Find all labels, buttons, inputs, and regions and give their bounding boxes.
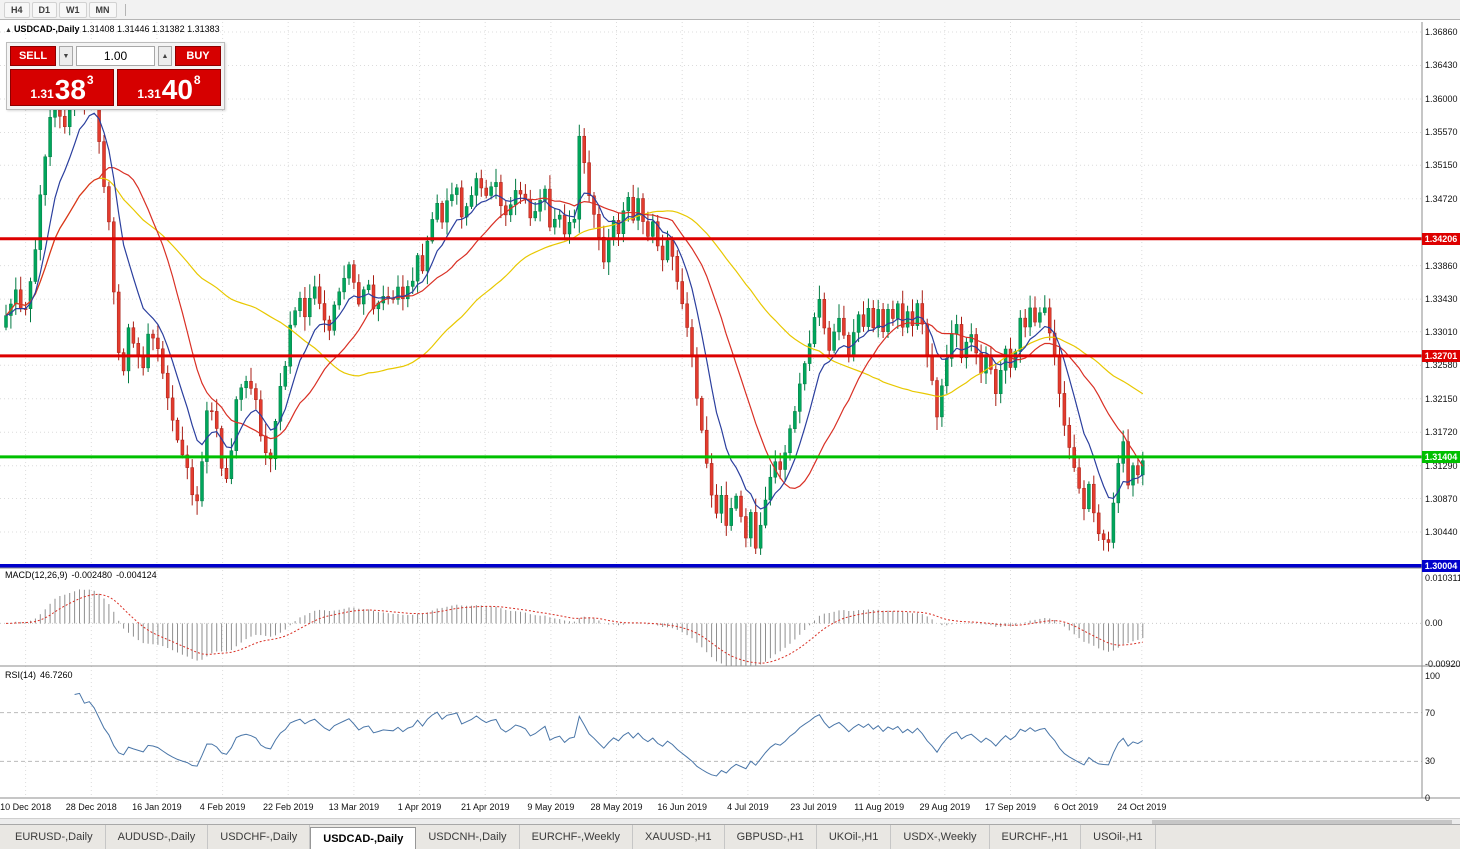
sell-price-pip: 3 bbox=[86, 73, 94, 87]
chart-symbol-period: USDCAD-,Daily bbox=[13, 24, 80, 34]
chart-expand-icon[interactable]: ▲ bbox=[5, 27, 12, 34]
date-axis-label: 13 Mar 2019 bbox=[328, 802, 380, 812]
macd-main-value: -0.002480 bbox=[71, 570, 113, 580]
chart-tab-usoil-h1[interactable]: USOil-,H1 bbox=[1081, 825, 1156, 849]
volume-decrement-button[interactable]: ▼ bbox=[59, 46, 73, 66]
date-axis-label: 24 Oct 2019 bbox=[1117, 802, 1167, 812]
chart-tab-usdcad-daily[interactable]: USDCAD-,Daily bbox=[310, 827, 417, 849]
macd-name: MACD(12,26,9) bbox=[5, 570, 68, 580]
chart-tab-usdcnh-daily[interactable]: USDCNH-,Daily bbox=[416, 825, 520, 849]
timeframe-button-w1[interactable]: W1 bbox=[59, 1, 87, 18]
date-axis-label: 9 May 2019 bbox=[527, 802, 575, 812]
sell-price-big: 38 bbox=[54, 74, 86, 106]
macd-signal-value: -0.004124 bbox=[116, 570, 157, 580]
date-axis-label: 17 Sep 2019 bbox=[984, 802, 1037, 812]
date-axis-label: 10 Dec 2018 bbox=[0, 802, 52, 812]
date-axis: 10 Dec 2018 28 Dec 2018 16 Jan 2019 4 Feb 2… bbox=[0, 798, 1422, 818]
chart-tab-usdchf-daily[interactable]: USDCHF-,Daily bbox=[208, 825, 311, 849]
buy-button[interactable]: BUY bbox=[175, 46, 221, 66]
macd-label: MACD(12,26,9) -0.002480 -0.004124 bbox=[5, 570, 161, 580]
chart-ohlc-values: 1.31408 1.31446 1.31382 1.31383 bbox=[81, 24, 220, 34]
chart-tab-eurchf-weekly[interactable]: EURCHF-,Weekly bbox=[520, 825, 633, 849]
chart-tab-xauusd-h1[interactable]: XAUUSD-,H1 bbox=[633, 825, 725, 849]
chart-tab-ukoil-h1[interactable]: UKOil-,H1 bbox=[817, 825, 892, 849]
sell-price-prefix: 1.31 bbox=[30, 87, 54, 101]
timeframe-toolbar: H4 D1 W1 MN bbox=[0, 0, 1460, 20]
buy-price-prefix: 1.31 bbox=[137, 87, 161, 101]
chart-canvas[interactable] bbox=[0, 21, 1460, 818]
date-axis-label: 23 Jul 2019 bbox=[790, 802, 837, 812]
chart-tab-gbpusd-h1[interactable]: GBPUSD-,H1 bbox=[725, 825, 817, 849]
trade-panel-price-row: 1.31 38 3 1.31 40 8 bbox=[10, 69, 221, 106]
sell-price-button[interactable]: 1.31 38 3 bbox=[10, 69, 114, 106]
date-axis-label: 16 Jun 2019 bbox=[657, 802, 707, 812]
volume-increment-button[interactable]: ▲ bbox=[158, 46, 172, 66]
horizontal-scrollbar[interactable] bbox=[0, 818, 1460, 824]
timeframe-button-h4[interactable]: H4 bbox=[4, 1, 30, 18]
timeframe-button-mn[interactable]: MN bbox=[88, 1, 117, 18]
date-axis-label: 11 Aug 2019 bbox=[854, 802, 905, 812]
toolbar-separator bbox=[124, 3, 126, 16]
rsi-label: RSI(14) 46.7260 bbox=[5, 670, 77, 680]
date-axis-label: 22 Feb 2019 bbox=[262, 802, 314, 812]
rsi-value: 46.7260 bbox=[40, 670, 73, 680]
date-axis-label: 4 Jul 2019 bbox=[727, 802, 769, 812]
timeframe-button-d1[interactable]: D1 bbox=[31, 1, 58, 18]
date-axis-label: 28 Dec 2018 bbox=[65, 802, 117, 812]
rsi-name: RSI(14) bbox=[5, 670, 37, 680]
volume-input[interactable] bbox=[76, 46, 155, 66]
date-axis-label: 21 Apr 2019 bbox=[460, 802, 510, 812]
chart-tab-eurusd-daily[interactable]: EURUSD-,Daily bbox=[3, 825, 106, 849]
chart-tab-bar: EURUSD-,Daily AUDUSD-,Daily USDCHF-,Daily U… bbox=[0, 824, 1460, 849]
trade-panel-top-row: SELL ▼ ▲ BUY bbox=[10, 46, 221, 66]
date-axis-label: 28 May 2019 bbox=[590, 802, 643, 812]
sell-button[interactable]: SELL bbox=[10, 46, 56, 66]
buy-price-button[interactable]: 1.31 40 8 bbox=[117, 69, 221, 106]
date-axis-label: 1 Apr 2019 bbox=[397, 802, 442, 812]
buy-price-big: 40 bbox=[161, 74, 193, 106]
date-axis-label: 6 Oct 2019 bbox=[1054, 802, 1099, 812]
date-axis-label: 4 Feb 2019 bbox=[199, 802, 246, 812]
arrow-up-icon: ▲ bbox=[161, 52, 169, 60]
chart-tab-eurchf-h1[interactable]: EURCHF-,H1 bbox=[990, 825, 1082, 849]
scrollbar-thumb[interactable] bbox=[1152, 820, 1452, 824]
buy-price-pip: 8 bbox=[193, 73, 201, 87]
chart-tab-audusd-daily[interactable]: AUDUSD-,Daily bbox=[106, 825, 209, 849]
arrow-down-icon: ▼ bbox=[62, 52, 70, 60]
chart-title: ▲ USDCAD-,Daily 1.31408 1.31446 1.31382 1… bbox=[5, 24, 220, 34]
chart-tab-usdx-weekly[interactable]: USDX-,Weekly bbox=[891, 825, 990, 849]
date-axis-label: 29 Aug 2019 bbox=[919, 802, 971, 812]
date-axis-label: 16 Jan 2019 bbox=[132, 802, 182, 812]
one-click-trade-panel: SELL ▼ ▲ BUY 1.31 38 3 1.31 40 8 bbox=[6, 42, 225, 110]
